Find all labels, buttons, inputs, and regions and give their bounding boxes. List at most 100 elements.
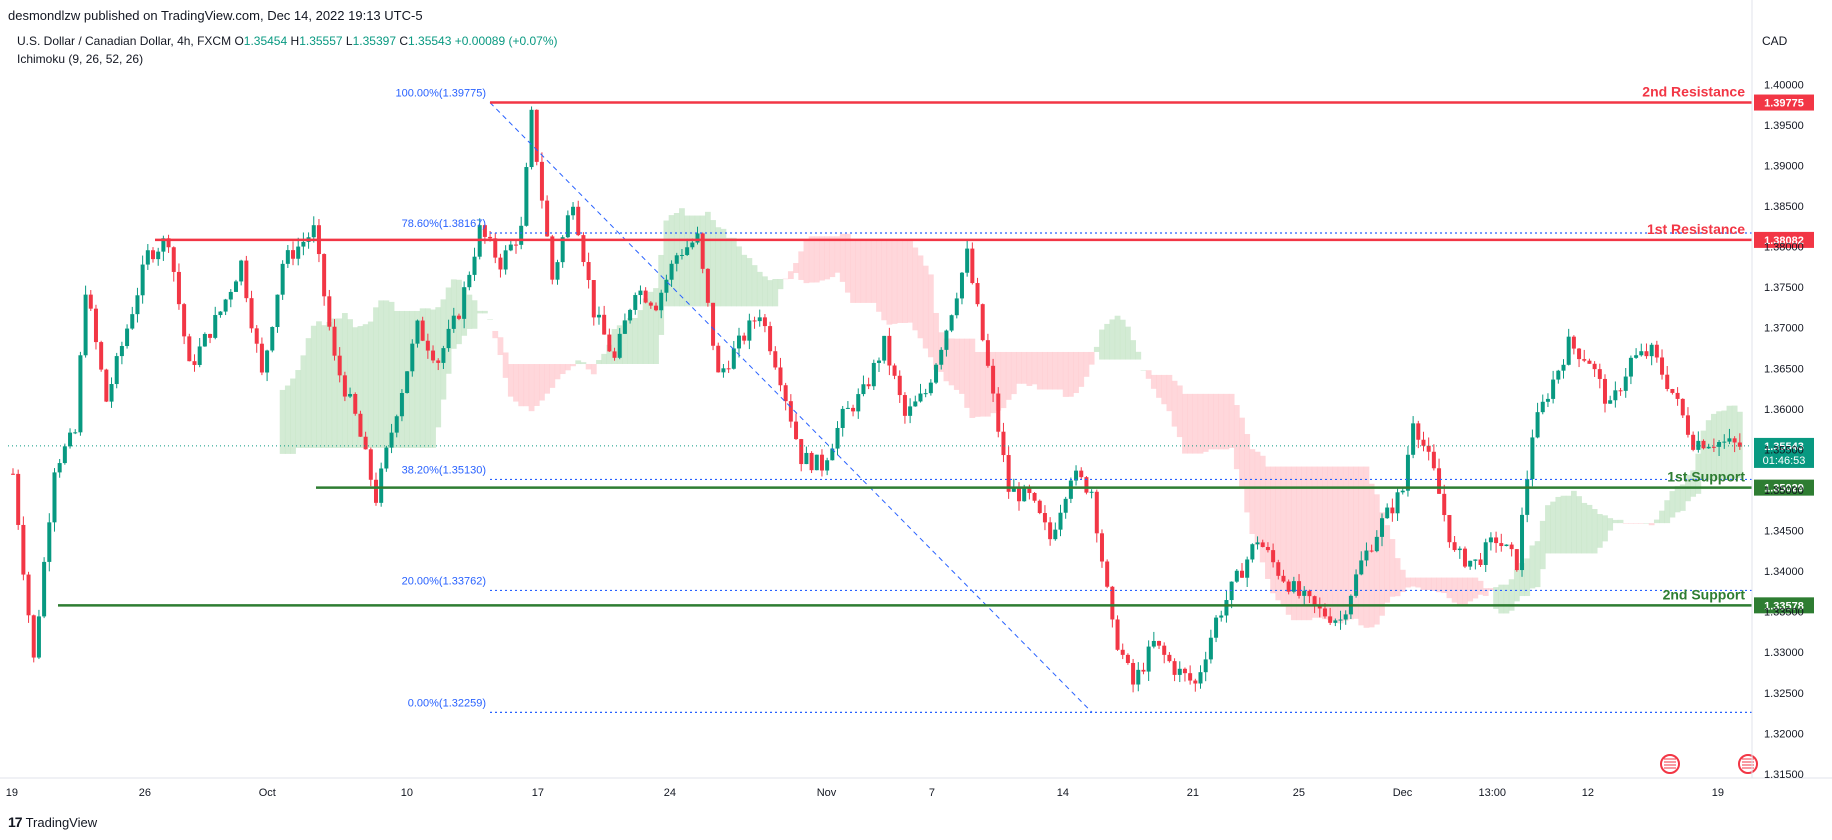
support-price-text: 1.35029 [1764,483,1804,495]
candle-body [265,350,270,373]
candle-body [871,362,876,387]
candle-body [1286,581,1291,592]
high-label: H [290,34,300,48]
cloud-segment [539,364,545,401]
candle-body [151,250,156,260]
candle-body [498,257,503,270]
candle-body [233,281,238,292]
cloud-segment [1420,577,1427,591]
cloud-segment [844,233,851,293]
cloud-segment [746,258,753,307]
cloud-segment [850,241,856,303]
cloud-segment [1005,351,1012,400]
candle-body [26,574,31,616]
tradingview-logo: 17 [8,814,23,830]
cloud-segment [373,307,379,448]
cloud-segment [1441,577,1448,594]
cloud-segment [741,254,748,307]
candle-body [342,375,347,397]
candle-body [456,315,461,319]
candle-body [36,616,41,658]
cloud-segment [523,364,530,407]
cloud-segment [1192,393,1199,454]
candle-body [1146,646,1151,672]
candle-body [1628,357,1633,377]
cloud-segment [1047,351,1054,390]
cloud-segment [1498,584,1505,614]
symbol-legend[interactable]: U.S. Dollar / Canadian Dollar, 4h, FXCM … [17,34,558,48]
candle-body [1613,390,1618,401]
cloud-segment [507,364,514,397]
candle-body [47,522,52,562]
cloud-segment [1223,393,1230,450]
candle-body [1105,561,1110,587]
candle-body [1198,672,1203,684]
cloud-segment [808,236,815,283]
candle-body [1239,570,1244,578]
cloud-segment [596,360,602,365]
candle-body [1374,536,1379,552]
candle-body [1359,560,1364,575]
cloud-segment [1301,466,1308,621]
candle-body [690,242,695,248]
candle-body [804,452,809,465]
candle-body [249,298,254,329]
cloud-segment [1016,351,1022,384]
candle-body [539,161,544,201]
x-tick-label: 25 [1293,787,1305,799]
candle-body [607,334,612,352]
cloud-segment [1067,351,1074,397]
cloud-segment [1337,466,1344,624]
cloud-segment [902,241,908,323]
cloud-segment [1591,509,1598,554]
candle-body [176,271,181,305]
cloud-segment [1327,466,1334,620]
candle-body [954,298,959,316]
cloud-segment [1472,577,1479,599]
candle-body [591,280,596,318]
candle-body [1084,477,1089,493]
candle-body [1727,438,1732,442]
candle-body [187,336,192,362]
cloud-segment [1031,351,1038,385]
indicator-legend[interactable]: Ichimoku (9, 26, 52, 26) [17,52,144,66]
cloud-segment [1135,351,1142,360]
candle-body [93,308,98,343]
cloud-segment [1389,539,1396,597]
footer[interactable]: 17 TradingView [8,814,97,830]
candle-body [1660,357,1665,375]
candle-body [1380,518,1385,537]
candle-body [99,342,104,370]
candle-body [1437,468,1442,494]
cloud-segment [419,308,426,448]
candle-body [970,248,975,284]
cloud-segment [694,215,701,307]
cloud-segment [1368,483,1375,628]
candle-body [1457,548,1462,551]
cloud-segment [1109,319,1116,360]
cloud-segment [585,364,592,370]
cloud-segment [1586,504,1593,554]
candle-body [923,393,928,395]
candle-body [840,408,845,428]
candle-body [1390,507,1395,514]
cloud-segment [647,291,654,364]
candle-body [1079,470,1084,478]
close-value: 1.35543 [408,34,452,48]
candle-body [742,335,747,341]
cloud-segment [736,246,742,307]
cloud-segment [1436,577,1442,593]
candle-body [327,296,332,327]
x-tick-label: 14 [1057,787,1069,799]
candle-body [275,294,280,328]
candle-body [851,407,856,412]
us-flag-icon [1660,754,1680,774]
cloud-segment [1322,466,1328,620]
cloud-segment [1519,563,1525,597]
cloud-segment [1529,545,1536,589]
cloud-segment [1259,455,1266,563]
candle-body [555,262,560,280]
cloud-segment [601,353,608,365]
candle-body [991,365,996,394]
